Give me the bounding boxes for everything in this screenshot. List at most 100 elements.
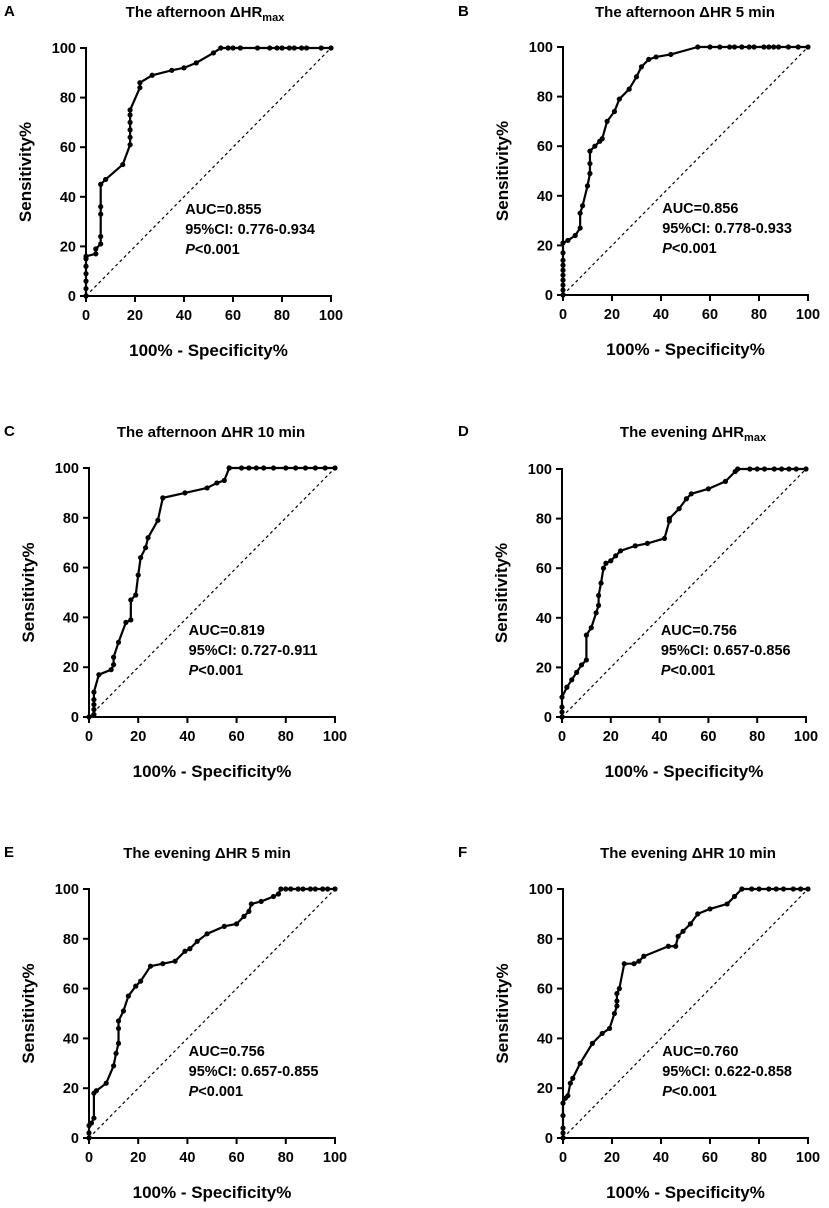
p-value-symbol: P bbox=[662, 1084, 672, 1100]
roc-point bbox=[279, 45, 285, 51]
x-tick-label: 100 bbox=[796, 307, 820, 323]
roc-point bbox=[803, 466, 809, 472]
roc-point bbox=[577, 225, 583, 231]
x-tick-label: 60 bbox=[229, 729, 245, 745]
panel-letter: A bbox=[4, 3, 15, 20]
roc-point bbox=[695, 911, 701, 917]
p-value-text: P<0.001 bbox=[189, 1084, 243, 1100]
roc-point bbox=[83, 271, 89, 277]
y-axis-label: Sensitivity% bbox=[493, 963, 512, 1063]
roc-point bbox=[293, 465, 299, 471]
roc-point bbox=[617, 548, 624, 554]
panel-title-main: The evening ΔHR 5 min bbox=[123, 845, 290, 862]
x-tick-label: 40 bbox=[176, 308, 192, 324]
x-tick-label: 20 bbox=[604, 307, 620, 323]
p-value-text: P<0.001 bbox=[661, 663, 715, 679]
y-axis-label: Sensitivity% bbox=[19, 542, 38, 642]
roc-point bbox=[225, 45, 231, 51]
roc-point bbox=[312, 465, 318, 471]
roc-point bbox=[560, 250, 566, 256]
roc-point bbox=[218, 45, 224, 51]
roc-point bbox=[127, 134, 133, 140]
roc-point bbox=[668, 51, 674, 58]
x-tick-label: 60 bbox=[702, 307, 718, 323]
roc-point bbox=[98, 204, 104, 210]
roc-point bbox=[633, 74, 640, 80]
roc-point bbox=[583, 632, 590, 638]
roc-point bbox=[291, 45, 297, 51]
roc-point bbox=[230, 45, 236, 51]
y-tick-label: 20 bbox=[536, 660, 552, 676]
roc-point bbox=[780, 886, 787, 892]
roc-point bbox=[567, 1080, 573, 1086]
x-tick-label: 60 bbox=[700, 729, 716, 745]
roc-point bbox=[111, 662, 117, 668]
x-tick-label: 60 bbox=[225, 308, 241, 324]
roc-point bbox=[773, 886, 779, 892]
roc-point bbox=[149, 72, 155, 78]
roc-point bbox=[221, 477, 227, 484]
roc-point bbox=[559, 709, 565, 715]
roc-point bbox=[560, 1112, 566, 1119]
roc-point bbox=[91, 1115, 97, 1121]
x-tick-label: 60 bbox=[702, 1150, 718, 1166]
roc-curve-line bbox=[560, 467, 806, 717]
reference-diagonal bbox=[88, 467, 336, 718]
roc-point bbox=[108, 667, 114, 673]
roc-point bbox=[680, 928, 686, 934]
y-axis-label: Sensitivity% bbox=[492, 543, 511, 643]
roc-point bbox=[83, 293, 89, 299]
roc-panel-d: D The evening ΔHRmax 00 20 20 40 40 60 60 80 80 100… bbox=[458, 423, 818, 781]
roc-point bbox=[616, 986, 622, 992]
roc-point bbox=[565, 1093, 571, 1099]
roc-point bbox=[210, 50, 216, 56]
roc-point bbox=[91, 711, 97, 718]
p-value-symbol: P bbox=[185, 242, 195, 258]
roc-point bbox=[128, 617, 134, 623]
x-tick-label: 0 bbox=[559, 1150, 567, 1166]
roc-point bbox=[771, 44, 777, 50]
y-tick-label: 60 bbox=[537, 982, 553, 998]
auc-text: AUC=0.856 bbox=[662, 201, 738, 217]
roc-point bbox=[747, 466, 753, 472]
roc-point bbox=[675, 933, 681, 939]
roc-point bbox=[83, 285, 89, 292]
reference-diagonal bbox=[562, 46, 809, 296]
panel-title-main: The afternoon ΔHR 5 min bbox=[595, 4, 775, 21]
roc-point bbox=[580, 203, 586, 209]
roc-point bbox=[169, 67, 175, 73]
roc-point bbox=[111, 1063, 117, 1069]
x-tick-label: 40 bbox=[179, 1150, 195, 1166]
auc-text: AUC=0.855 bbox=[185, 202, 261, 218]
panel-title: The evening ΔHR 5 min bbox=[123, 845, 290, 862]
roc-point bbox=[644, 540, 651, 547]
roc-point bbox=[560, 267, 566, 273]
roc-point bbox=[560, 1125, 566, 1131]
roc-point bbox=[613, 553, 619, 559]
x-tick-label: 20 bbox=[127, 308, 143, 324]
roc-point bbox=[295, 886, 301, 892]
x-tick-label: 100 bbox=[323, 729, 347, 745]
roc-point bbox=[300, 886, 306, 892]
roc-panel-c: C The afternoon ΔHR 10 min 00 20 20 40 40 60 60 8… bbox=[4, 423, 347, 781]
roc-point bbox=[795, 44, 801, 50]
x-tick-label: 20 bbox=[603, 729, 619, 745]
panel-title: The evening ΔHRmax bbox=[620, 424, 767, 444]
p-value-number: <0.001 bbox=[672, 241, 717, 257]
roc-point bbox=[596, 602, 602, 609]
roc-point bbox=[731, 44, 738, 50]
roc-point bbox=[128, 597, 134, 603]
roc-point bbox=[98, 211, 104, 217]
p-value-symbol: P bbox=[661, 663, 671, 679]
roc-point bbox=[318, 45, 324, 51]
x-tick-label: 40 bbox=[179, 729, 195, 745]
y-tick-label: 100 bbox=[52, 41, 76, 57]
roc-point bbox=[91, 696, 97, 703]
roc-point bbox=[754, 466, 760, 472]
roc-point bbox=[592, 143, 598, 149]
roc-point bbox=[127, 127, 133, 133]
y-tick-label: 40 bbox=[537, 1031, 553, 1047]
roc-point bbox=[303, 45, 310, 51]
panel-title: The afternoon ΔHR 5 min bbox=[595, 4, 775, 21]
roc-point bbox=[258, 898, 264, 905]
